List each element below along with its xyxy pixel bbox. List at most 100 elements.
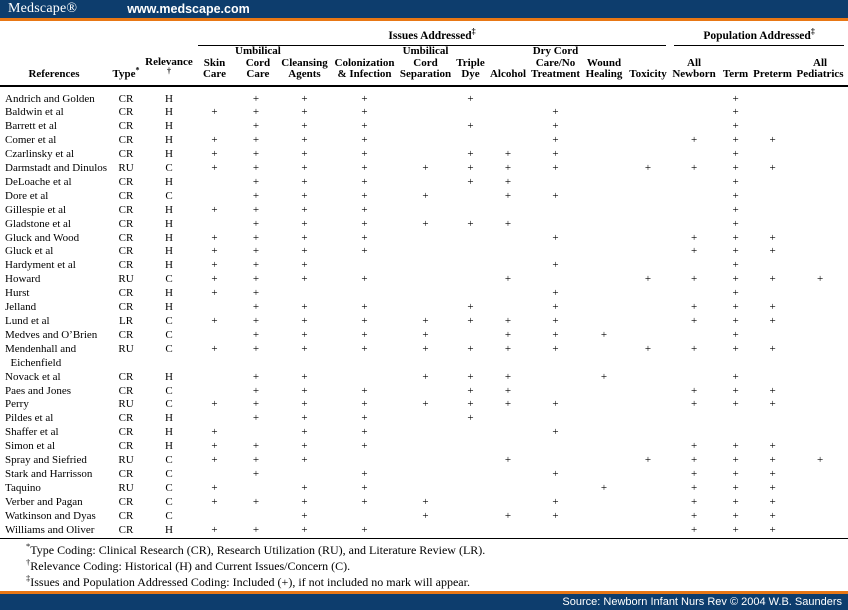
mark-cell xyxy=(397,204,454,218)
mark-cell: + xyxy=(361,134,368,147)
reference-cell: Paes and Jones xyxy=(5,384,71,397)
mark-cell: + xyxy=(211,523,218,536)
mark-cell: + xyxy=(361,342,368,355)
mark-cell xyxy=(753,259,792,273)
col-header-label: Type xyxy=(112,68,136,80)
relevance-cell: H xyxy=(165,148,173,161)
col-header-label: Umbilical Cord Separation xyxy=(399,45,452,80)
mark-cell xyxy=(626,204,670,218)
mark-cell: + xyxy=(769,495,776,508)
mark-cell: + xyxy=(301,454,308,467)
mark-cell: + xyxy=(732,481,739,494)
relevance-cell: H xyxy=(165,287,173,300)
mark-cell xyxy=(792,245,848,259)
mark-cell xyxy=(397,134,454,148)
reference-cell: Novack et al xyxy=(5,370,61,383)
mark-cell: + xyxy=(732,495,739,508)
mark-cell xyxy=(529,371,582,385)
mark-cell xyxy=(194,190,235,204)
col-header-label: Term xyxy=(722,68,749,80)
mark-cell xyxy=(792,134,848,148)
mark-cell xyxy=(487,134,529,148)
mark-cell xyxy=(487,86,529,107)
type-cell: CR xyxy=(118,328,134,341)
mark-cell xyxy=(792,398,848,412)
mark-cell: + xyxy=(769,398,776,411)
mark-cell xyxy=(626,148,670,162)
mark-cell: + xyxy=(301,148,308,161)
relevance-cell: C xyxy=(165,328,173,341)
table-row: Stark and Harrisson CR C + + + + + + xyxy=(0,468,848,482)
mark-cell: + xyxy=(361,148,368,161)
mark-cell xyxy=(626,468,670,482)
mark-cell xyxy=(529,176,582,190)
mark-cell xyxy=(626,371,670,385)
mark-cell: + xyxy=(361,440,368,453)
mark-cell xyxy=(626,524,670,538)
mark-cell xyxy=(529,204,582,218)
mark-cell: + xyxy=(552,315,559,327)
mark-cell xyxy=(670,371,718,385)
mark-cell xyxy=(792,162,848,176)
mark-cell xyxy=(529,273,582,287)
mark-cell: + xyxy=(467,342,474,355)
mark-cell: + xyxy=(769,440,776,453)
mark-cell xyxy=(194,371,235,385)
table-row: Verber and Pagan CR C + + + + + + + + + xyxy=(0,496,848,510)
mark-cell xyxy=(582,468,626,482)
col-header-skin: Skin Care xyxy=(194,46,235,87)
mark-cell xyxy=(582,106,626,120)
footnote-text: Type Coding: Clinical Research (CR), Res… xyxy=(30,542,486,557)
mark-cell xyxy=(626,510,670,524)
type-cell: RU xyxy=(118,342,134,355)
references-table: Issues Addressed‡ Population Addressed‡ Re… xyxy=(0,28,848,538)
mark-cell: + xyxy=(252,454,260,467)
mark-cell xyxy=(626,496,670,510)
mark-cell xyxy=(670,329,718,343)
reference-cell: Gluck et al xyxy=(5,245,54,258)
reference-cell: Shaffer et al xyxy=(5,426,59,439)
mark-cell: + xyxy=(504,273,512,286)
type-cell: RU xyxy=(118,162,134,175)
mark-cell xyxy=(792,496,848,510)
mark-cell xyxy=(792,412,848,426)
mark-cell xyxy=(194,329,235,343)
mark-cell: + xyxy=(301,481,308,494)
col-header-references: References xyxy=(0,46,108,87)
relevance-cell: C xyxy=(165,467,173,480)
mark-cell xyxy=(792,232,848,246)
table-row: Gladstone et al CR H + + + + + + + xyxy=(0,218,848,232)
mark-cell xyxy=(792,287,848,301)
mark-cell: + xyxy=(301,426,308,439)
mark-cell xyxy=(454,426,487,440)
mark-cell: + xyxy=(732,92,739,105)
col-header-label: Toxicity xyxy=(629,68,667,80)
mark-cell: + xyxy=(252,148,260,161)
mark-cell: + xyxy=(361,523,368,536)
mark-cell: + xyxy=(732,328,739,341)
mark-cell xyxy=(753,120,792,134)
mark-cell xyxy=(626,259,670,273)
mark-cell xyxy=(487,426,529,440)
mark-cell xyxy=(670,412,718,426)
mark-cell xyxy=(194,301,235,315)
mark-cell: + xyxy=(252,259,260,272)
mark-cell xyxy=(626,482,670,496)
mark-cell xyxy=(235,482,277,496)
top-orange-rule xyxy=(0,18,848,21)
mark-cell xyxy=(194,412,235,426)
mark-cell: + xyxy=(769,467,776,480)
mark-cell xyxy=(454,454,487,468)
mark-cell xyxy=(454,204,487,218)
type-cell: CR xyxy=(118,384,134,397)
mark-cell xyxy=(626,245,670,259)
relevance-cell: C xyxy=(165,481,173,494)
mark-cell: + xyxy=(552,426,559,439)
mark-cell xyxy=(792,190,848,204)
table-bottom-rule xyxy=(0,537,848,539)
mark-cell: + xyxy=(769,134,776,147)
relevance-cell: H xyxy=(165,301,173,314)
mark-cell: + xyxy=(252,301,260,314)
table-body: Andrich and Golden CR H + + + + + Baldwin et al C… xyxy=(0,86,848,538)
mark-cell: + xyxy=(732,203,739,216)
